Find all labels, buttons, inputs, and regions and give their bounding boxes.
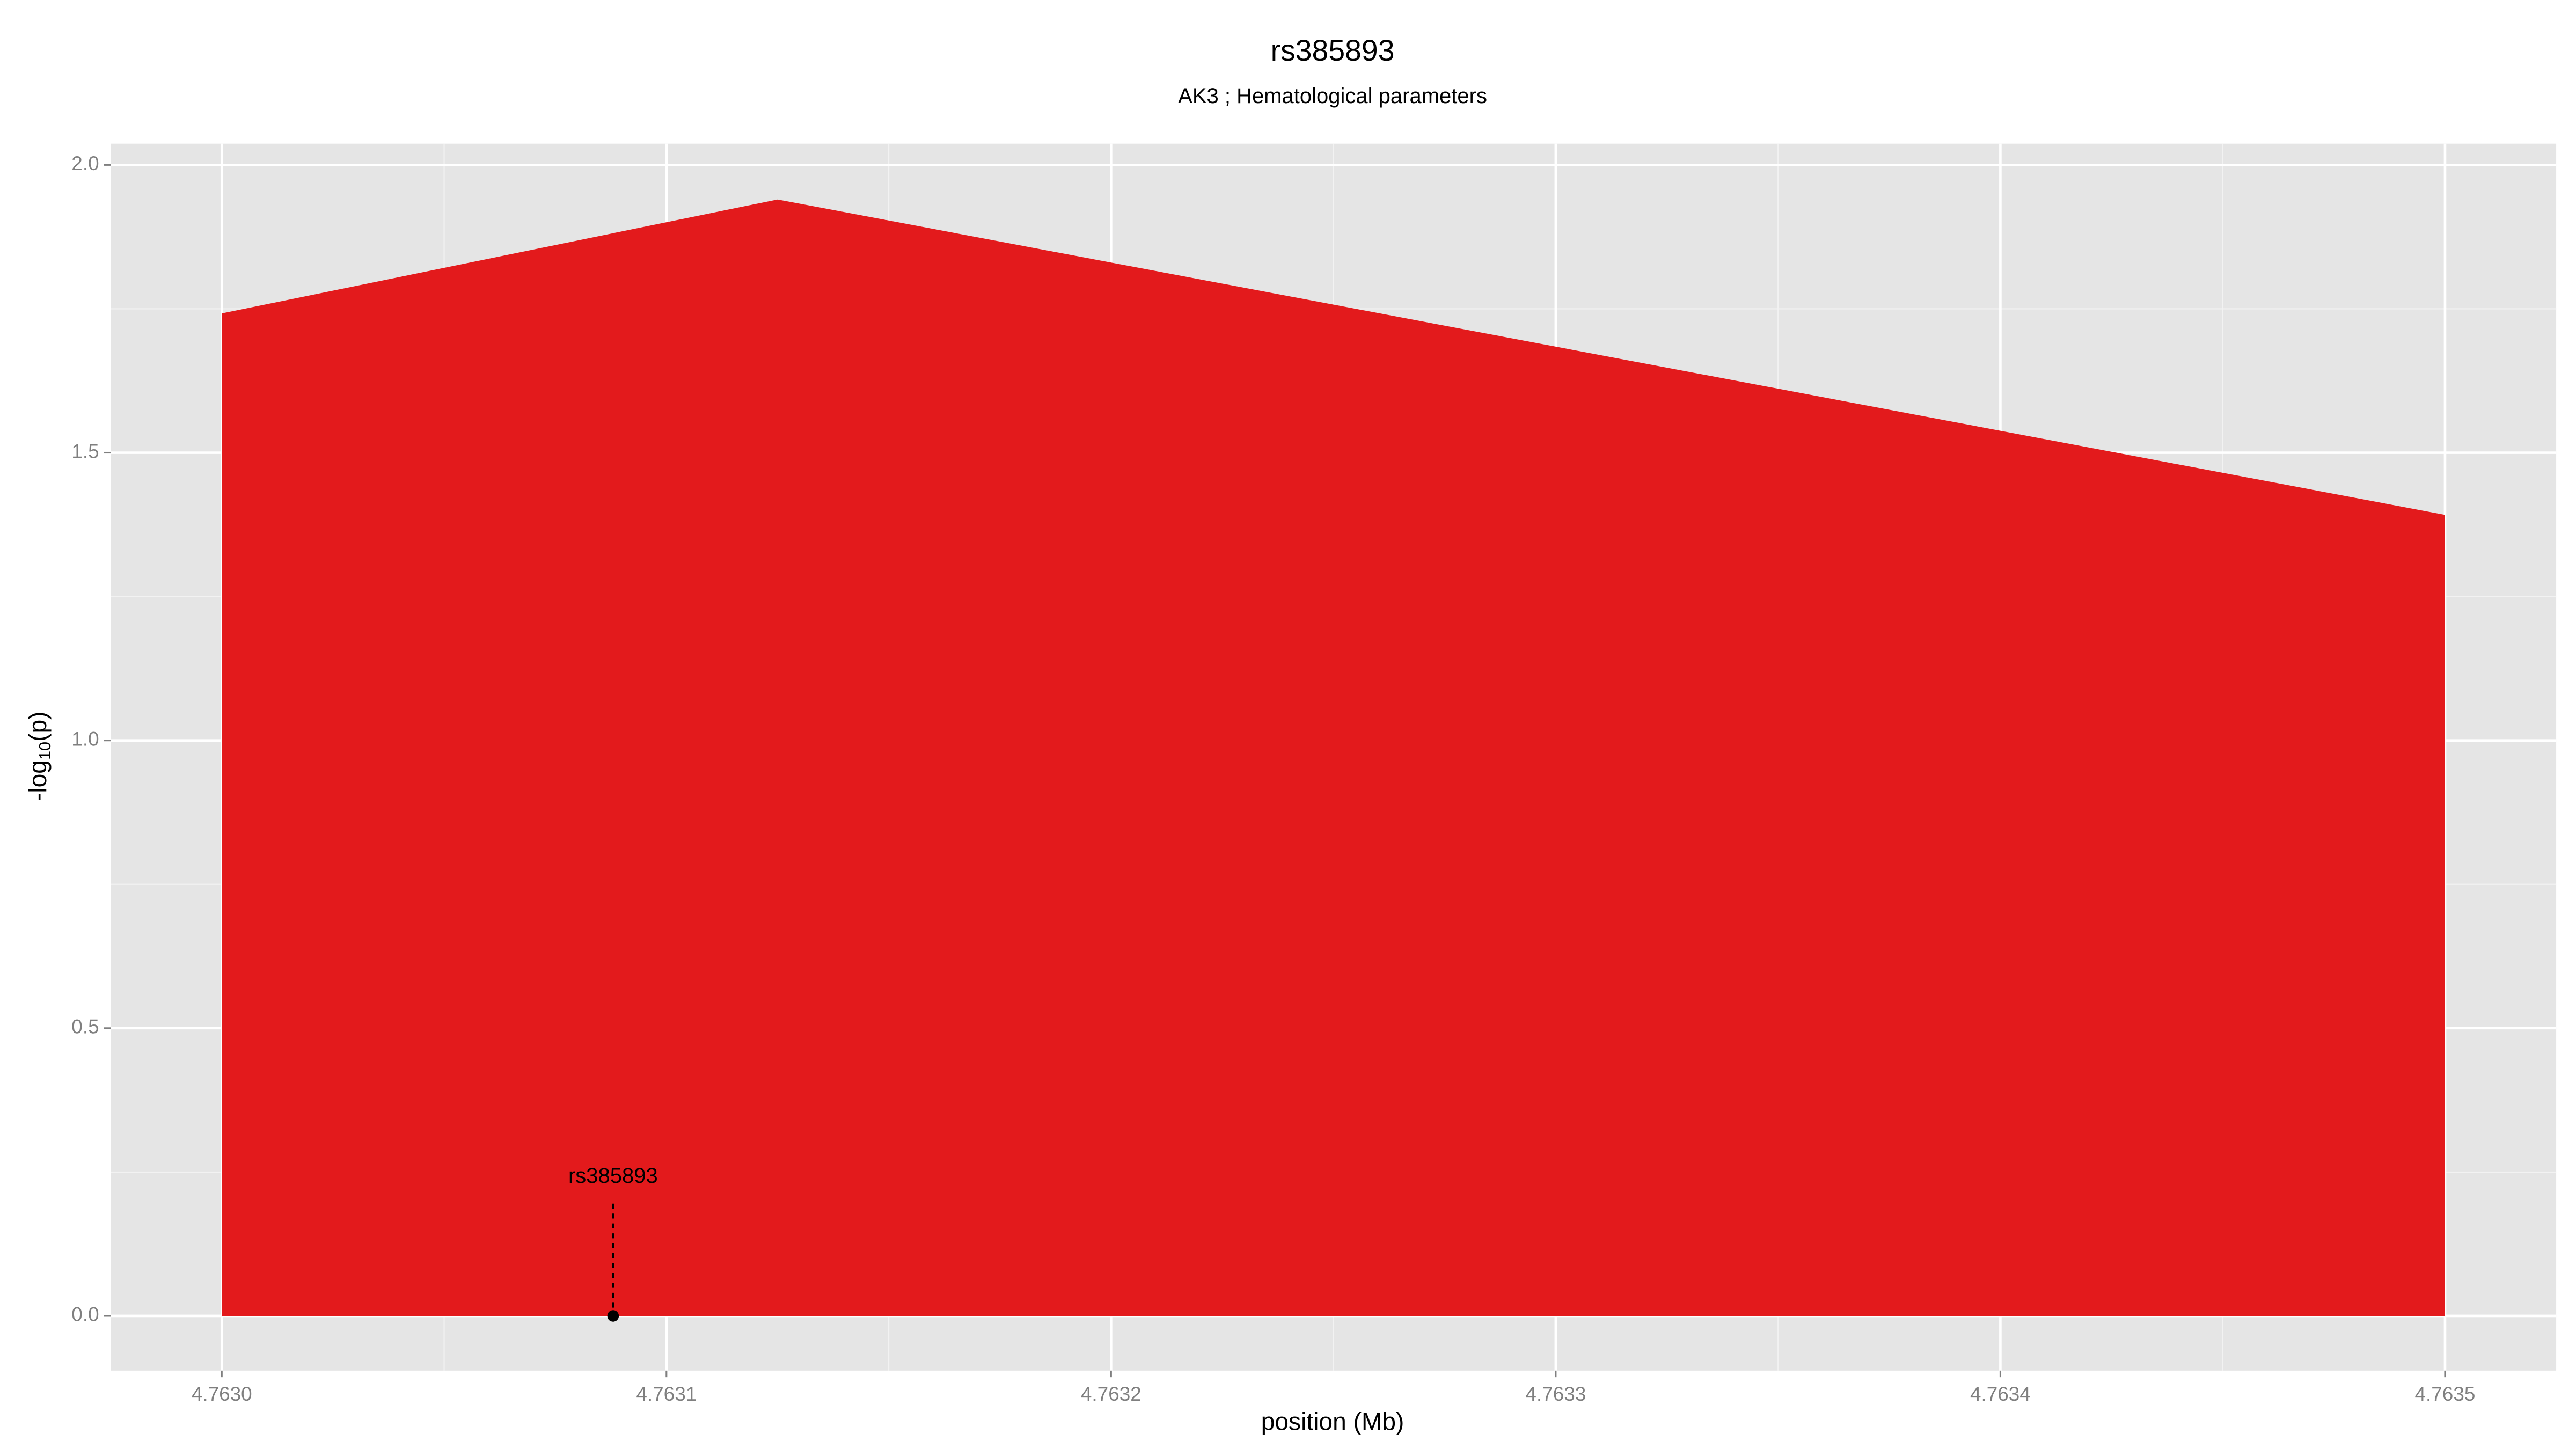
area	[222, 199, 2445, 1316]
y-tick-label: 1.5	[71, 440, 99, 462]
y-tick-label: 1.0	[71, 728, 99, 750]
chart-title: rs385893	[1271, 34, 1395, 67]
x-axis-label: position (Mb)	[1261, 1407, 1404, 1435]
annotation-point	[607, 1310, 619, 1322]
x-tick-label: 4.7633	[1525, 1383, 1586, 1405]
y-label-suffix: (p)	[24, 711, 52, 741]
x-tick-label: 4.7632	[1081, 1383, 1141, 1405]
x-tick-label: 4.7634	[1970, 1383, 2031, 1405]
y-label-subscript: 10	[35, 742, 54, 760]
y-tick-label: 0.0	[71, 1304, 99, 1326]
chart-subtitle: AK3 ; Hematological parameters	[1178, 84, 1487, 108]
y-axis-label: -log10(p)	[24, 711, 54, 801]
annotation-label: rs385893	[568, 1164, 658, 1188]
y-tick-label: 2.0	[71, 152, 99, 174]
marks: rs385893	[222, 199, 2445, 1322]
x-tick-label: 4.7630	[192, 1383, 252, 1405]
x-tick-label: 4.7635	[2414, 1383, 2475, 1405]
y-label-main: -log	[24, 760, 52, 801]
y-tick-label: 0.5	[71, 1016, 99, 1038]
x-tick-label: 4.7631	[636, 1383, 697, 1405]
